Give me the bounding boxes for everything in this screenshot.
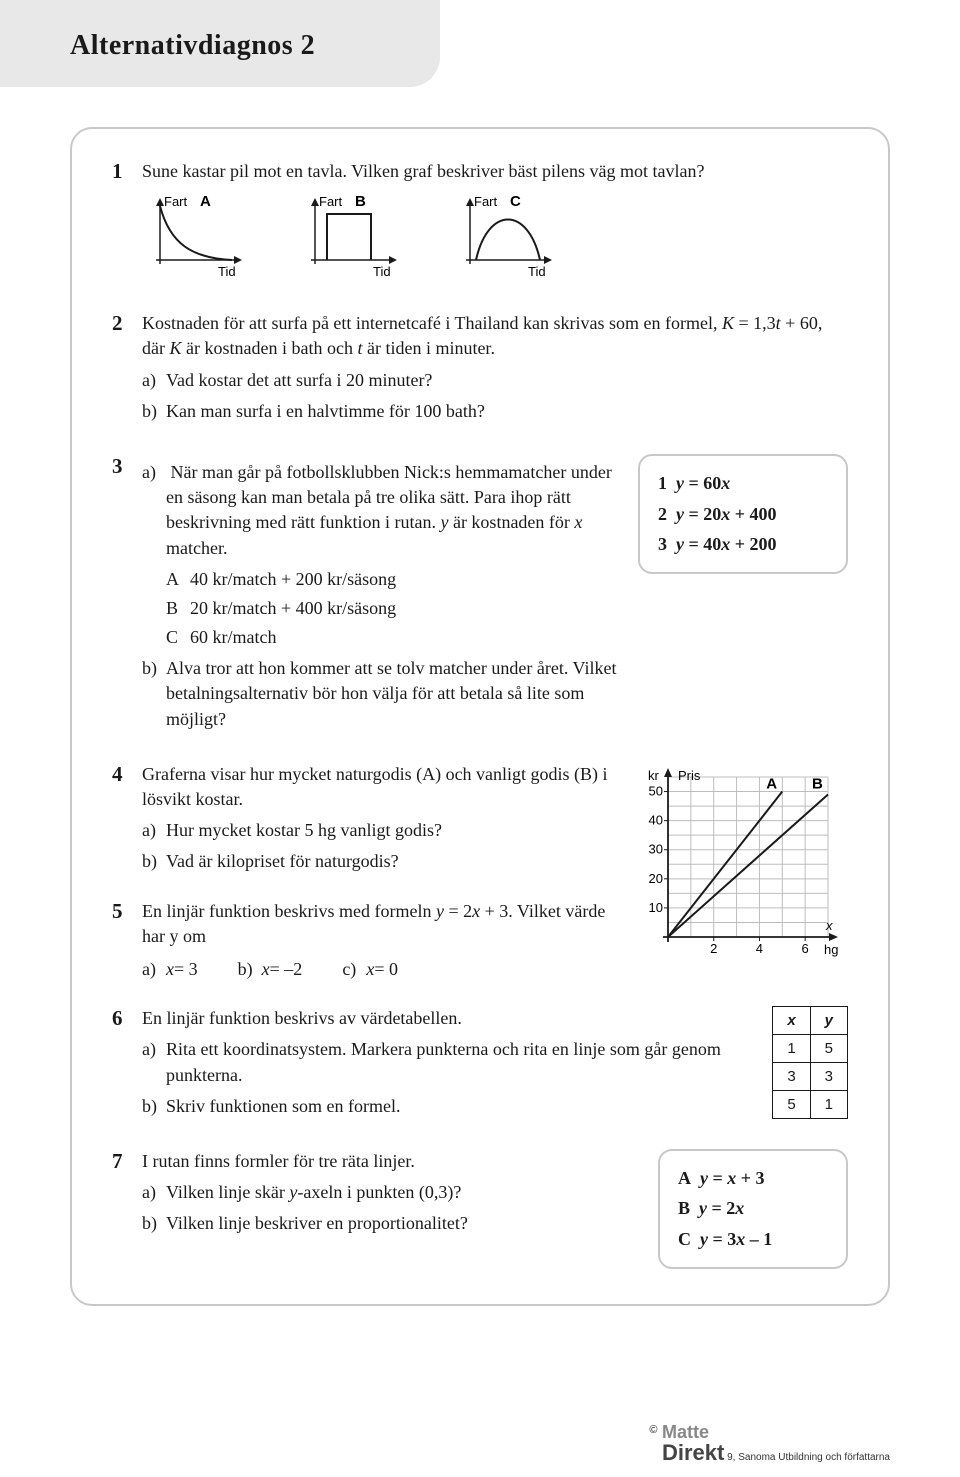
header-strip: Alternativdiagnos 2 (0, 0, 440, 87)
y-title: Pris (678, 768, 701, 783)
mini-graphs-row: Fart A Tid Fart B Tid (142, 194, 848, 282)
svg-text:4: 4 (756, 941, 763, 956)
question-1: 1 Sune kastar pil mot en tavla. Vilken g… (112, 159, 848, 287)
function-box: A y = x + 3 B y = 2x C y = 3x – 1 (658, 1149, 848, 1269)
sub-a: a)Rita ett koordinatsystem. Markera punk… (142, 1037, 752, 1087)
y-axis-label: Fart (164, 194, 188, 209)
sub-b: b)x = –2 (238, 957, 303, 982)
sub-a: a)Vilken linje skär y-axeln i punkten (0… (142, 1180, 638, 1205)
option-a: A40 kr/match + 200 kr/säsong (166, 567, 618, 592)
graph-label: B (355, 194, 366, 210)
question-number: 2 (112, 311, 142, 430)
func-line: 2 y = 20x + 400 (658, 499, 828, 530)
sub-c: c)x = 0 (342, 957, 398, 982)
logo-bottom: Direkt (662, 1440, 724, 1465)
question-6: 6 En linjär funktion beskrivs av värdeta… (112, 1006, 848, 1125)
questions-box: 1 Sune kastar pil mot en tavla. Vilken g… (70, 127, 890, 1306)
question-text: En linjär funktion beskrivs av värdetabe… (142, 1006, 752, 1031)
func-line: C y = 3x – 1 (678, 1224, 828, 1255)
sub-a: a)x = 3 (142, 957, 198, 982)
y-axis-label: Fart (319, 194, 343, 209)
graph-label: A (200, 194, 211, 210)
x-axis-label: Tid (528, 264, 546, 279)
page: Alternativdiagnos 2 1 Sune kastar pil mo… (0, 0, 960, 1477)
y-unit: kr (648, 768, 660, 783)
sub-b: b)Vilken linje beskriver en proportional… (142, 1211, 638, 1236)
table-row: 33 (773, 1063, 848, 1091)
graph-label: C (510, 194, 521, 210)
option-b: B20 kr/match + 400 kr/säsong (166, 596, 618, 621)
question-number: 4 (112, 762, 142, 881)
question-number: 1 (112, 159, 142, 287)
question-text: Sune kastar pil mot en tavla. Vilken gra… (142, 159, 848, 184)
svg-text:6: 6 (802, 941, 809, 956)
page-title: Alternativdiagnos 2 (70, 30, 370, 62)
price-chart: 10 20 30 40 50 2 4 6 kr Pris x hg A B (638, 762, 848, 972)
content: 1 Sune kastar pil mot en tavla. Vilken g… (0, 87, 960, 1326)
logo-top: Matte (662, 1422, 709, 1442)
func-line: 1 y = 60x (658, 468, 828, 499)
svg-text:B: B (812, 775, 823, 792)
question-text: Graferna visar hur mycket naturgodis (A)… (142, 762, 618, 812)
function-box: 1 y = 60x 2 y = 20x + 400 3 y = 40x + 20… (638, 454, 848, 574)
question-2: 2 Kostnaden för att surfa på ett interne… (112, 311, 848, 430)
x-axis-label: Tid (218, 264, 236, 279)
sub-b: b)Alva tror att hon kommer att se tolv m… (142, 656, 618, 732)
svg-text:30: 30 (649, 842, 663, 857)
func-line: A y = x + 3 (678, 1163, 828, 1194)
footer: © Matte Direkt 9, Sanoma Utbildning och … (649, 1424, 890, 1465)
question-text: Kostnaden för att surfa på ett internetc… (142, 311, 848, 361)
question-number: 3 (112, 454, 142, 738)
sub-a: a) När man går på fotbollsklubben Nick:s… (142, 460, 618, 561)
question-3: 3 a) När man går på fotbollsklubben Nick… (112, 454, 848, 738)
svg-text:A: A (766, 775, 777, 792)
question-7: 7 I rutan finns formler för tre räta lin… (112, 1149, 848, 1269)
func-line: B y = 2x (678, 1193, 828, 1224)
value-table: xy 15 33 51 (772, 1006, 848, 1119)
x-title: hg (824, 942, 838, 957)
sub-b: b)Skriv funktionen som en formel. (142, 1094, 752, 1119)
svg-text:10: 10 (649, 900, 663, 915)
table-row: 51 (773, 1091, 848, 1119)
sub-a: a)Vad kostar det att surfa i 20 minuter? (142, 368, 848, 393)
question-text: I rutan finns formler för tre räta linje… (142, 1149, 638, 1174)
mini-graph-b: Fart B Tid (297, 194, 417, 282)
func-line: 3 y = 40x + 200 (658, 529, 828, 560)
mini-graph-a: Fart A Tid (142, 194, 262, 282)
option-c: C60 kr/match (166, 625, 618, 650)
table-row: 15 (773, 1035, 848, 1063)
sub-row: a)x = 3 b)x = –2 c)x = 0 (142, 957, 618, 982)
sub-b: b)Kan man surfa i en halvtimme för 100 b… (142, 399, 848, 424)
table-header: x (773, 1007, 810, 1035)
question-4: 4 Graferna visar hur mycket naturgodis (… (112, 762, 618, 881)
svg-text:40: 40 (649, 812, 663, 827)
question-number: 7 (112, 1149, 142, 1269)
sub-b: b)Vad är kilopriset för naturgodis? (142, 849, 618, 874)
footer-suffix: 9, Sanoma Utbildning och författarna (724, 1452, 890, 1463)
y-axis-label: Fart (474, 194, 498, 209)
svg-text:2: 2 (710, 941, 717, 956)
question-number: 5 (112, 899, 142, 983)
svg-text:20: 20 (649, 871, 663, 886)
x-axis-label: Tid (373, 264, 391, 279)
question-number: 6 (112, 1006, 142, 1125)
mini-graph-c: Fart C Tid (452, 194, 572, 282)
svg-text:50: 50 (649, 783, 663, 798)
copyright-symbol: © (649, 1424, 657, 1436)
sub-a: a)Hur mycket kostar 5 hg vanligt godis? (142, 818, 618, 843)
question-text: En linjär funktion beskrivs med formeln … (142, 899, 618, 949)
x-unit: x (825, 918, 833, 933)
question-5: 5 En linjär funktion beskrivs med formel… (112, 899, 618, 983)
table-header: y (810, 1007, 847, 1035)
